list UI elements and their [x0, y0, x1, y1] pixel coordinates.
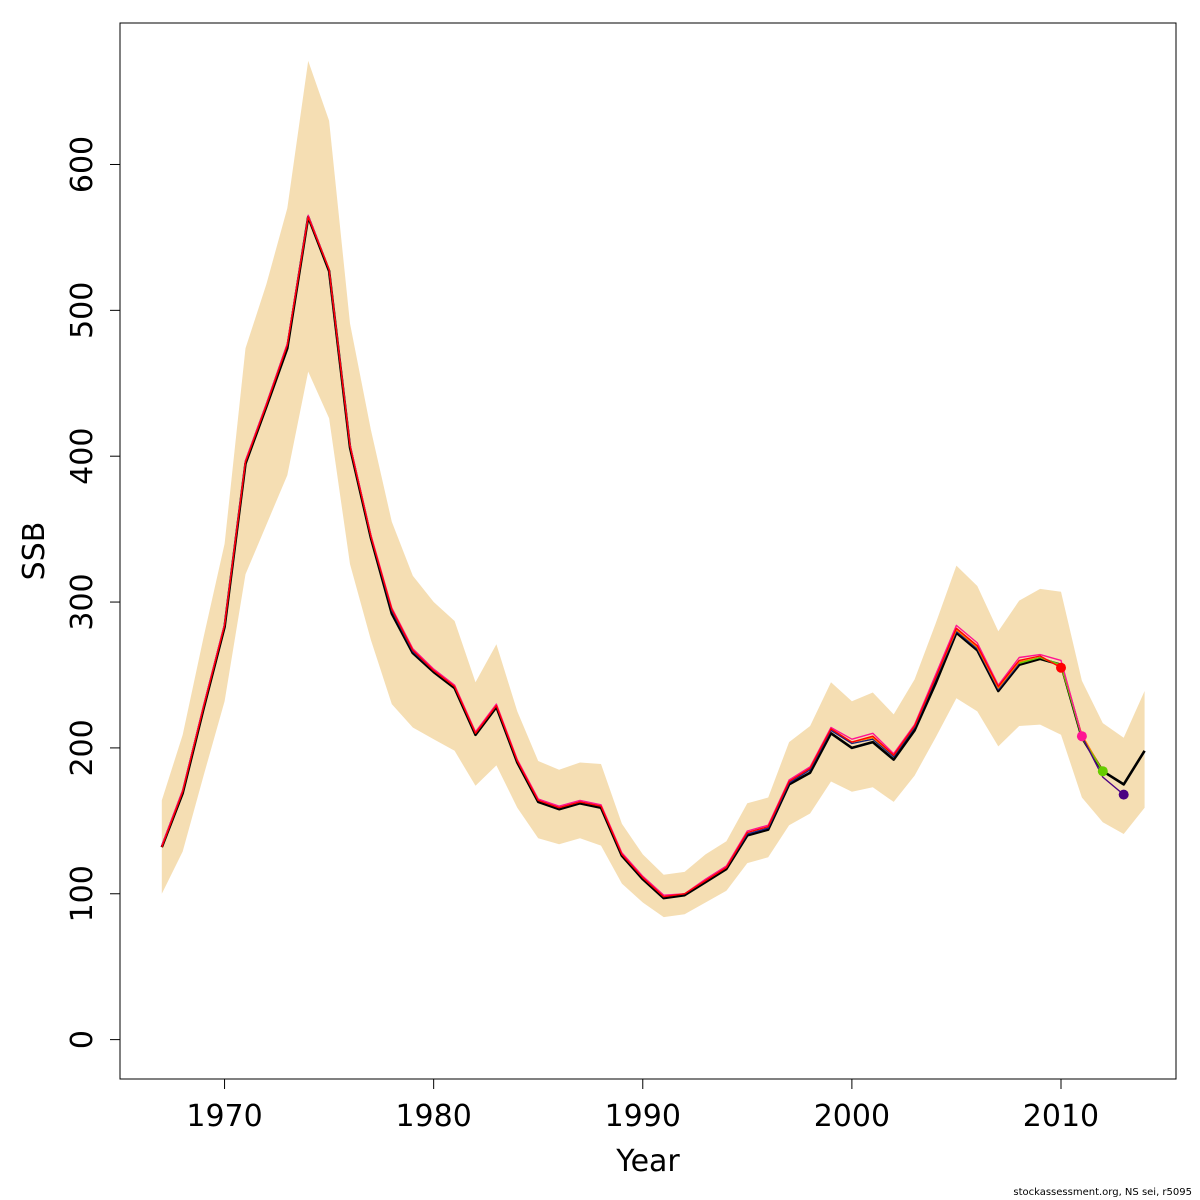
series-line-6 — [161, 216, 1062, 898]
endpoint-marker-3 — [1118, 789, 1129, 800]
series-lines-layer — [160, 214, 1146, 900]
x-tick-label: 2000 — [814, 1099, 890, 1134]
endpoint-markers-layer — [1056, 662, 1129, 800]
x-tick-label: 2010 — [1023, 1099, 1099, 1134]
x-tick-label: 1980 — [395, 1099, 471, 1134]
endpoint-marker-1 — [1076, 731, 1087, 742]
y-tick-label: 400 — [65, 428, 100, 485]
confidence-band — [161, 60, 1145, 918]
plot-frame — [119, 22, 1177, 1080]
x-axis-title: Year — [615, 1144, 680, 1179]
y-axis-title: SSB — [17, 522, 52, 581]
series-line-5 — [1081, 735, 1125, 796]
y-tick-label: 100 — [65, 865, 100, 922]
endpoint-marker-0 — [1056, 662, 1066, 673]
credit-note: stockassessment.org, NS sei, r5095 — [1013, 1187, 1192, 1198]
y-tick-label: 500 — [65, 282, 100, 339]
y-tick-label: 0 — [65, 1030, 100, 1049]
endpoint-marker-2 — [1097, 766, 1108, 777]
x-tick-label: 1970 — [186, 1099, 262, 1134]
y-tick-label: 200 — [65, 719, 100, 776]
x-tick-label: 1990 — [605, 1099, 681, 1134]
y-axis: 0 100 200 300 400 500 600 — [65, 136, 121, 1049]
confidence-band-layer — [161, 60, 1145, 918]
y-tick-label: 300 — [65, 573, 100, 630]
x-axis: 1970 1980 1990 2000 2010 — [186, 1078, 1099, 1134]
y-tick-label: 600 — [65, 136, 100, 193]
